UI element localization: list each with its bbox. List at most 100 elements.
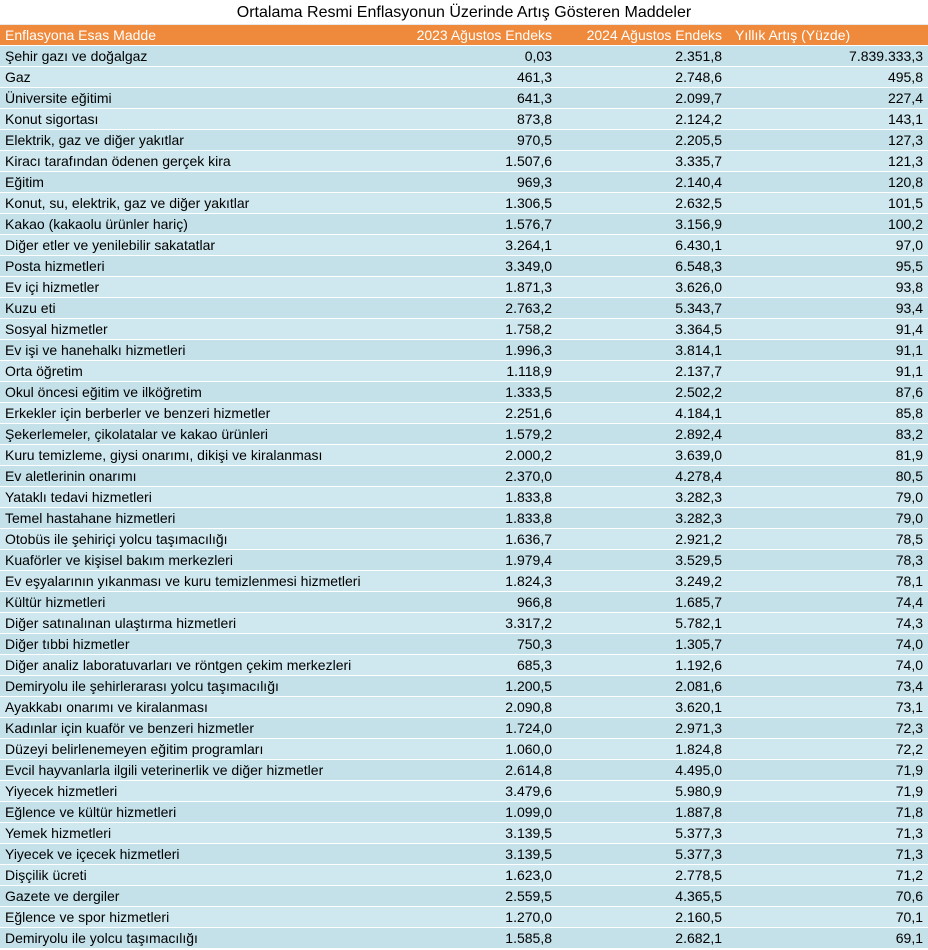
value-cell: 4.184,1	[675, 405, 722, 421]
value-cell: 1.333,5	[505, 384, 552, 400]
item-cell: Şekerlemeler, çikolatalar ve kakao ürünl…	[5, 426, 269, 442]
value-cell: 74,0	[895, 636, 923, 652]
item-cell: Yemek hizmetleri	[5, 825, 112, 841]
value-cell: 5.343,7	[675, 300, 722, 316]
value-cell: 1.585,8	[505, 930, 552, 946]
item-cell: Ev eşyalarının yıkanması ve kuru temizle…	[5, 573, 361, 589]
item-cell: Demiryolu ile yolcu taşımacılığı	[5, 930, 198, 946]
value-cell: 5.980,9	[675, 783, 722, 799]
value-cell: 2.559,5	[505, 888, 552, 904]
table-row: Diğer analiz laboratuvarları ve röntgen …	[0, 655, 928, 676]
item-cell: Posta hizmetleri	[5, 258, 105, 274]
value-cell: 1.887,8	[675, 804, 722, 820]
table-row: Eğlence ve spor hizmetleri 1.270,0 2.160,5…	[0, 907, 928, 928]
table-row: Kadınlar için kuaför ve benzeri hizmetle…	[0, 718, 928, 739]
item-cell: Gaz	[5, 69, 31, 85]
value-cell: 79,0	[895, 510, 923, 526]
value-cell: 70,6	[895, 888, 923, 904]
item-cell: Konut, su, elektrik, gaz ve diğer yakıtl…	[5, 195, 250, 211]
table-row: Şekerlemeler, çikolatalar ve kakao ürünl…	[0, 424, 928, 445]
value-cell: 495,8	[887, 69, 923, 85]
item-cell: Otobüs ile şehiriçi yolcu taşımacılığı	[5, 531, 228, 547]
value-cell: 6.548,3	[675, 258, 722, 274]
item-cell: Ayakkabı onarımı ve kiralanması	[5, 699, 208, 715]
value-cell: 91,1	[895, 342, 923, 358]
value-cell: 3.317,2	[505, 615, 552, 631]
value-cell: 2.099,7	[675, 90, 722, 106]
value-cell: 3.139,5	[505, 846, 552, 862]
table-row: Şehir gazı ve doğalgaz 0,03 2.351,8 7.839.3…	[0, 46, 928, 67]
value-cell: 2.137,7	[675, 363, 722, 379]
item-cell: Kuzu eti	[5, 300, 56, 316]
value-cell: 1.724,0	[505, 720, 552, 736]
value-cell: 93,4	[895, 300, 923, 316]
value-cell: 73,4	[895, 678, 923, 694]
value-cell: 91,1	[895, 363, 923, 379]
value-cell: 78,5	[895, 531, 923, 547]
value-cell: 91,4	[895, 321, 923, 337]
value-cell: 2.160,5	[675, 909, 722, 925]
value-cell: 74,0	[895, 657, 923, 673]
table-row: Diğer tıbbi hizmetler 750,3 1.305,7 74,0	[0, 634, 928, 655]
table-row: Sosyal hizmetler 1.758,2 3.364,5 91,4	[0, 319, 928, 340]
value-cell: 970,5	[516, 132, 552, 148]
value-cell: 3.814,1	[675, 342, 722, 358]
value-cell: 3.264,1	[505, 237, 552, 253]
table-row: Demiryolu ile yolcu taşımacılığı 1.585,8 2…	[0, 928, 928, 949]
table-body: Şehir gazı ve doğalgaz 0,03 2.351,8 7.839.3…	[0, 46, 928, 949]
value-cell: 83,2	[895, 426, 923, 442]
value-cell: 1.636,7	[505, 531, 552, 547]
value-cell: 1.623,0	[505, 867, 552, 883]
table-row: Orta öğretim 1.118,9 2.137,7 91,1	[0, 361, 928, 382]
value-cell: 101,5	[887, 195, 923, 211]
value-cell: 80,5	[895, 468, 923, 484]
value-cell: 873,8	[516, 111, 552, 127]
item-cell: Kuaförler ve kişisel bakım merkezleri	[5, 552, 233, 568]
table-row: Demiryolu ile şehirlerarası yolcu taşıma…	[0, 676, 928, 697]
value-cell: 1.979,4	[505, 552, 552, 568]
header-cell: 2024 Ağustos Endeks	[586, 27, 722, 43]
value-cell: 3.349,0	[505, 258, 552, 274]
value-cell: 2.124,2	[675, 111, 722, 127]
item-cell: Kuru temizleme, giysi onarımı, dikişi ve…	[5, 447, 323, 463]
value-cell: 93,8	[895, 279, 923, 295]
value-cell: 1.824,3	[505, 573, 552, 589]
value-cell: 1.192,6	[675, 657, 722, 673]
item-cell: Ev aletlerinin onarımı	[5, 468, 137, 484]
value-cell: 72,2	[895, 741, 923, 757]
value-cell: 1.200,5	[505, 678, 552, 694]
value-cell: 3.282,3	[675, 510, 722, 526]
item-cell: Yiyecek ve içecek hizmetleri	[5, 846, 180, 862]
value-cell: 750,3	[516, 636, 552, 652]
item-cell: Şehir gazı ve doğalgaz	[5, 48, 148, 64]
value-cell: 2.502,2	[675, 384, 722, 400]
table-row: Yemek hizmetleri 3.139,5 5.377,3 71,3	[0, 823, 928, 844]
table-row: Yiyecek hizmetleri 3.479,6 5.980,9 71,9	[0, 781, 928, 802]
table-title: Ortalama Resmi Enflasyonun Üzerinde Artı…	[0, 0, 928, 25]
item-cell: Yataklı tedavi hizmetleri	[5, 489, 152, 505]
table-row: Elektrik, gaz ve diğer yakıtlar 970,5 2.20…	[0, 130, 928, 151]
value-cell: 2.748,6	[675, 69, 722, 85]
item-cell: Evcil hayvanlarla ilgili veterinerlik ve…	[5, 762, 324, 778]
item-cell: Dişçilik ücreti	[5, 867, 87, 883]
value-cell: 74,4	[895, 594, 923, 610]
header-cell: Enflasyona Esas Madde	[5, 27, 156, 43]
value-cell: 2.205,5	[675, 132, 722, 148]
value-cell: 120,8	[887, 174, 923, 190]
value-cell: 2.351,8	[675, 48, 722, 64]
value-cell: 73,1	[895, 699, 923, 715]
value-cell: 74,3	[895, 615, 923, 631]
value-cell: 71,9	[895, 783, 923, 799]
value-cell: 1.758,2	[505, 321, 552, 337]
value-cell: 2.632,5	[675, 195, 722, 211]
header-cell: Yıllık Artış (Yüzde)	[735, 27, 851, 43]
table-row: Ev eşyalarının yıkanması ve kuru temizle…	[0, 571, 928, 592]
value-cell: 1.305,7	[675, 636, 722, 652]
value-cell: 461,3	[516, 69, 552, 85]
value-cell: 4.495,0	[675, 762, 722, 778]
item-cell: Demiryolu ile şehirlerarası yolcu taşıma…	[5, 678, 279, 694]
item-cell: Üniversite eğitimi	[5, 90, 112, 106]
value-cell: 6.430,1	[675, 237, 722, 253]
